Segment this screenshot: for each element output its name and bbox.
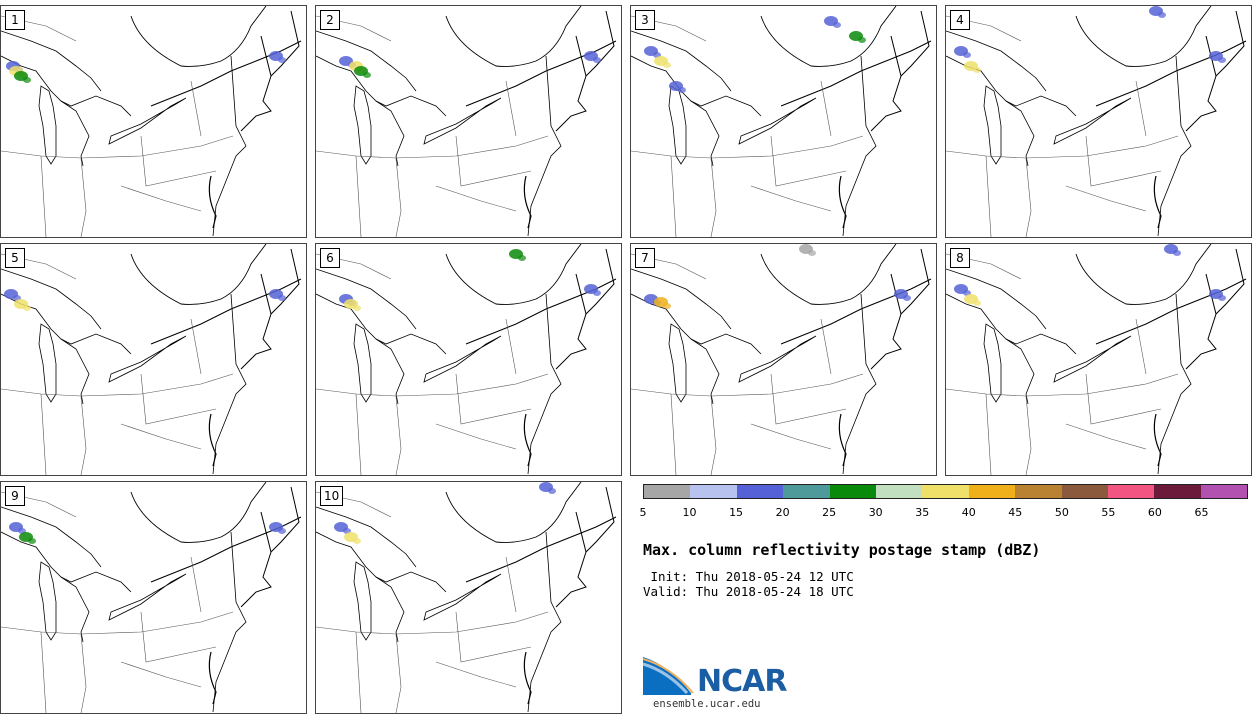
map-outline bbox=[316, 244, 617, 475]
colorbar-swatch bbox=[1061, 485, 1108, 498]
ensemble-member-panel: 4 bbox=[945, 5, 1252, 238]
ncar-logo-text: NCAR bbox=[697, 664, 787, 699]
member-number-label: 9 bbox=[5, 486, 25, 506]
member-number-label: 1 bbox=[5, 10, 25, 30]
map-outline bbox=[631, 244, 932, 475]
colorbar-tick-label: 65 bbox=[1194, 506, 1209, 519]
valid-time: Valid: Thu 2018-05-24 18 UTC bbox=[643, 584, 854, 599]
colorbar-tick-label: 10 bbox=[682, 506, 697, 519]
map-outline bbox=[1, 482, 302, 713]
member-number-label: 10 bbox=[320, 486, 344, 506]
colorbar-tick-label: 45 bbox=[1008, 506, 1023, 519]
colorbar-swatch bbox=[783, 485, 830, 498]
ensemble-member-panel: 1 bbox=[0, 5, 307, 238]
ensemble-member-panel: 6 bbox=[315, 243, 622, 476]
map-outline bbox=[631, 6, 932, 237]
colorbar-tick-label: 35 bbox=[915, 506, 930, 519]
ensemble-member-panel: 2 bbox=[315, 5, 622, 238]
website-url: ensemble.ucar.edu bbox=[653, 698, 761, 710]
colorbar-swatch bbox=[968, 485, 1016, 498]
colorbar-tick-label: 5 bbox=[639, 506, 647, 519]
member-number-label: 4 bbox=[950, 10, 970, 30]
member-number-label: 7 bbox=[635, 248, 655, 268]
colorbar-tick-label: 50 bbox=[1054, 506, 1069, 519]
colorbar-swatch bbox=[875, 485, 923, 498]
colorbar-tick-label: 40 bbox=[961, 506, 976, 519]
colorbar-tick-label: 60 bbox=[1147, 506, 1162, 519]
colorbar-swatch bbox=[736, 485, 784, 498]
colorbar-swatch bbox=[1200, 485, 1248, 498]
colorbar-tick-label: 30 bbox=[868, 506, 883, 519]
member-number-label: 8 bbox=[950, 248, 970, 268]
colorbar-swatch bbox=[1107, 485, 1155, 498]
colorbar-tick-label: 15 bbox=[729, 506, 744, 519]
colorbar-swatch bbox=[1015, 485, 1062, 498]
colorbar-tick-label: 25 bbox=[822, 506, 837, 519]
member-number-label: 5 bbox=[5, 248, 25, 268]
map-outline bbox=[316, 482, 617, 713]
colorbar-swatch bbox=[829, 485, 876, 498]
map-outline bbox=[946, 244, 1247, 475]
reflectivity-colorbar bbox=[643, 484, 1248, 499]
member-number-label: 6 bbox=[320, 248, 340, 268]
map-outline bbox=[1, 244, 302, 475]
colorbar-swatch bbox=[1154, 485, 1201, 498]
ensemble-member-panel: 7 bbox=[630, 243, 937, 476]
ensemble-member-panel: 9 bbox=[0, 481, 307, 714]
map-outline bbox=[946, 6, 1247, 237]
colorbar-tick-label: 55 bbox=[1101, 506, 1116, 519]
ensemble-member-panel: 10 bbox=[315, 481, 622, 714]
figure-title: Max. column reflectivity postage stamp (… bbox=[643, 541, 1041, 559]
member-number-label: 2 bbox=[320, 10, 340, 30]
member-number-label: 3 bbox=[635, 10, 655, 30]
ncar-logo-icon bbox=[643, 657, 694, 695]
ensemble-member-panel: 3 bbox=[630, 5, 937, 238]
ensemble-member-panel: 8 bbox=[945, 243, 1252, 476]
colorbar-swatch bbox=[922, 485, 969, 498]
map-outline bbox=[316, 6, 617, 237]
colorbar-swatch bbox=[644, 485, 691, 498]
init-time: Init: Thu 2018-05-24 12 UTC bbox=[643, 569, 854, 584]
map-outline bbox=[1, 6, 302, 237]
ensemble-member-panel: 5 bbox=[0, 243, 307, 476]
colorbar-swatch bbox=[690, 485, 737, 498]
colorbar-tick-label: 20 bbox=[775, 506, 790, 519]
